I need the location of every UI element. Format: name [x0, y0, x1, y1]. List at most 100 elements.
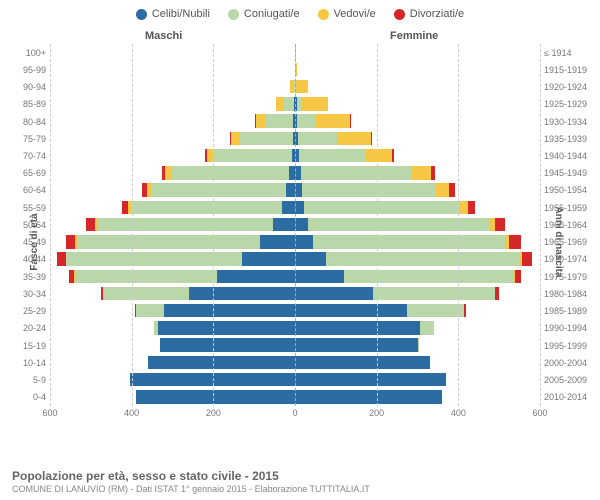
male-bar	[50, 285, 295, 302]
age-label: 90-94	[12, 82, 46, 92]
birth-year-label: 1935-1939	[544, 134, 598, 144]
birth-year-label: 1980-1984	[544, 289, 598, 299]
bar-seg-divorced	[86, 218, 95, 231]
bar-seg-single	[273, 218, 295, 231]
birth-year-label: 2000-2004	[544, 358, 598, 368]
male-bar	[50, 147, 295, 164]
gridline	[132, 44, 133, 406]
female-bar	[295, 96, 540, 113]
bar-seg-divorced	[495, 218, 505, 231]
bar-seg-married	[171, 166, 289, 179]
bar-seg-married	[326, 252, 520, 265]
bar-seg-single	[295, 270, 344, 283]
x-axis: 6004002000200400600	[50, 408, 540, 424]
male-bar	[50, 182, 295, 199]
male-bar	[50, 337, 295, 354]
female-bar	[295, 337, 540, 354]
bar-seg-divorced	[522, 252, 532, 265]
bar-seg-single	[295, 390, 442, 403]
legend-label: Celibi/Nubili	[152, 8, 210, 20]
x-tick: 600	[532, 408, 547, 418]
male-bar	[50, 216, 295, 233]
bar-seg-widowed	[411, 166, 431, 179]
bar-seg-single	[260, 235, 295, 248]
age-label: 25-29	[12, 306, 46, 316]
bar-seg-married	[214, 149, 292, 162]
female-bar	[295, 268, 540, 285]
birth-year-label: 1990-1994	[544, 323, 598, 333]
x-tick: 600	[42, 408, 57, 418]
male-bar	[50, 268, 295, 285]
bar-seg-single	[158, 321, 295, 334]
age-label: 100+	[12, 48, 46, 58]
male-bar	[50, 130, 295, 147]
gridline	[540, 44, 541, 406]
male-bar	[50, 96, 295, 113]
bar-seg-married	[298, 132, 337, 145]
bar-seg-married	[97, 218, 273, 231]
bar-seg-single	[295, 356, 430, 369]
birth-year-label: 1945-1949	[544, 168, 598, 178]
age-label: 30-34	[12, 289, 46, 299]
male-bar	[50, 389, 295, 406]
x-tick: 400	[451, 408, 466, 418]
legend-item: Celibi/Nubili	[136, 8, 210, 20]
age-label: 15-19	[12, 341, 46, 351]
male-bar	[50, 234, 295, 251]
birth-year-label: 1915-1919	[544, 65, 598, 75]
footer-subtitle: COMUNE DI LANUVIO (RM) - Dati ISTAT 1° g…	[12, 484, 588, 494]
birth-year-label: 2010-2014	[544, 392, 598, 402]
female-bar	[295, 389, 540, 406]
bar-seg-single	[286, 183, 295, 196]
bar-seg-widowed	[231, 132, 240, 145]
age-label: 85-89	[12, 99, 46, 109]
header-male: Maschi	[145, 30, 182, 42]
bar-seg-divorced	[392, 149, 394, 162]
birth-year-label: 1975-1979	[544, 272, 598, 282]
bar-seg-single	[282, 201, 295, 214]
female-bar	[295, 371, 540, 388]
male-bar	[50, 78, 295, 95]
female-bar	[295, 199, 540, 216]
bar-seg-widowed	[296, 80, 308, 93]
bar-seg-married	[265, 114, 294, 127]
bar-seg-married	[297, 114, 314, 127]
age-label: 80-84	[12, 117, 46, 127]
bar-seg-widowed	[337, 132, 370, 145]
age-label: 45-49	[12, 237, 46, 247]
bar-seg-married	[420, 321, 434, 334]
bar-seg-divorced	[66, 235, 76, 248]
bar-seg-divorced	[449, 183, 455, 196]
gridline	[50, 44, 51, 406]
age-label: 95-99	[12, 65, 46, 75]
bar-seg-married	[103, 287, 189, 300]
bar-seg-single	[189, 287, 295, 300]
bar-seg-single	[295, 252, 326, 265]
female-bar	[295, 113, 540, 130]
legend-swatch	[318, 9, 329, 20]
bar-seg-single	[164, 304, 295, 317]
chart-footer: Popolazione per età, sesso e stato civil…	[12, 469, 588, 494]
bar-seg-divorced	[495, 287, 498, 300]
legend-swatch	[228, 9, 239, 20]
x-tick: 0	[292, 408, 297, 418]
legend-swatch	[394, 9, 405, 20]
female-bar	[295, 44, 540, 61]
female-bar	[295, 78, 540, 95]
age-label: 65-69	[12, 168, 46, 178]
male-bar	[50, 354, 295, 371]
bar-seg-married	[66, 252, 242, 265]
bar-seg-single	[160, 338, 295, 351]
age-label: 35-39	[12, 272, 46, 282]
birth-year-label: 1920-1924	[544, 82, 598, 92]
bar-seg-married	[313, 235, 505, 248]
male-bar	[50, 165, 295, 182]
female-bar	[295, 130, 540, 147]
bar-seg-single	[295, 235, 313, 248]
bar-seg-single	[295, 218, 308, 231]
bar-seg-widowed	[256, 114, 265, 127]
bar-seg-married	[304, 201, 459, 214]
legend-swatch	[136, 9, 147, 20]
bar-seg-single	[295, 373, 446, 386]
bar-seg-married	[301, 166, 411, 179]
